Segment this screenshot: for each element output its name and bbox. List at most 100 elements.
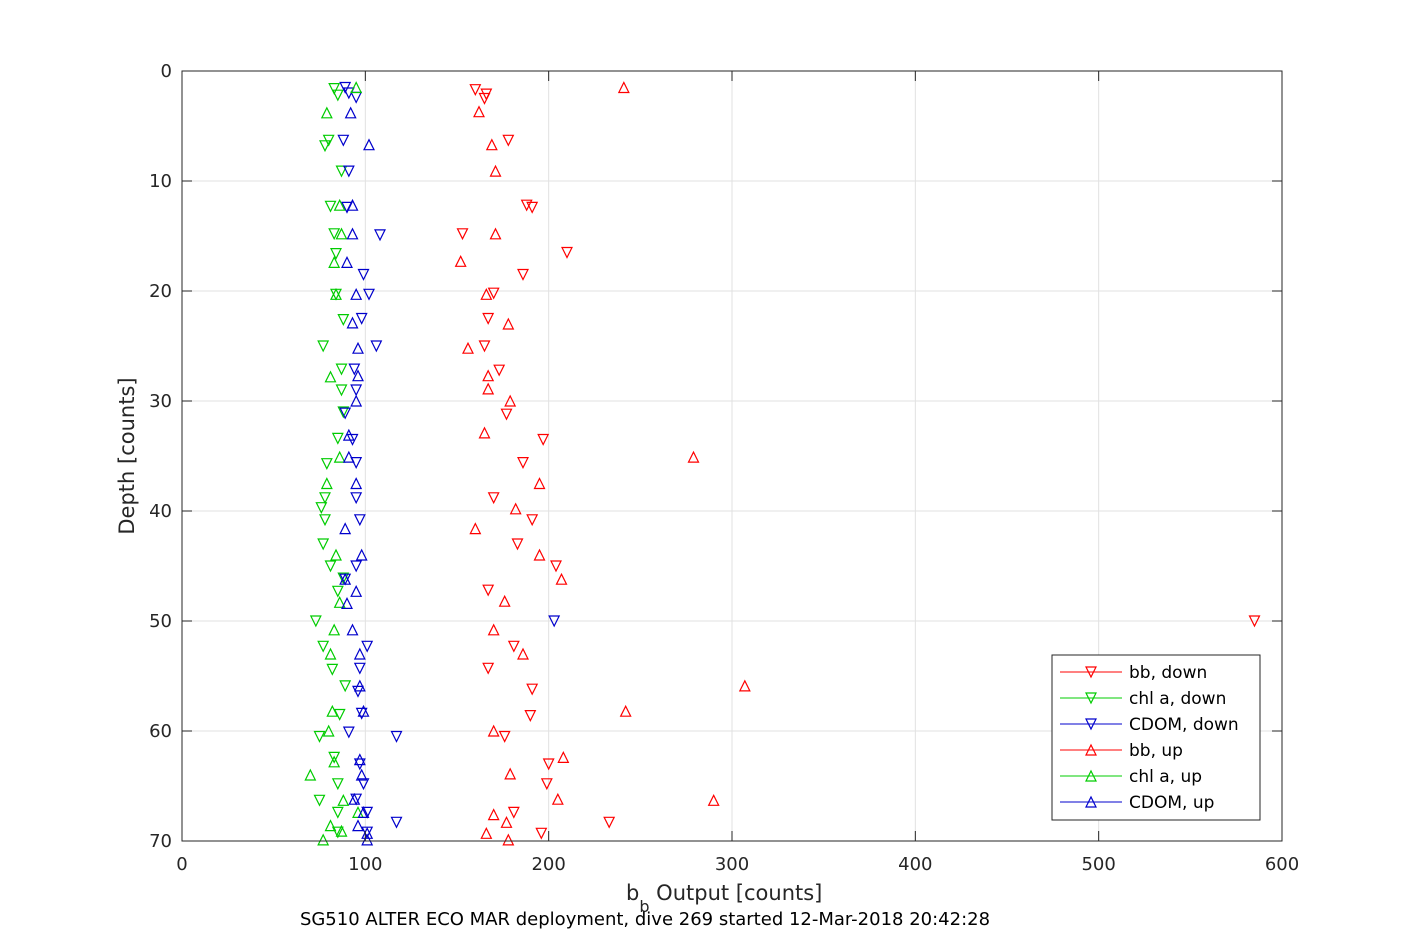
marker-bb-down <box>526 683 539 696</box>
x-tick-label: 400 <box>898 854 932 875</box>
marker-chl-a-up <box>320 106 333 119</box>
marker-bb-down <box>517 457 529 469</box>
marker-chl-a-down <box>320 458 333 471</box>
y-tick-label: 50 <box>149 611 172 632</box>
marker-chl-a-down <box>337 314 350 326</box>
marker-chl-a-up <box>304 768 317 781</box>
x-tick-label: 0 <box>176 854 187 875</box>
marker-chl-a-down <box>313 730 326 743</box>
marker-cdom-down <box>350 560 363 573</box>
marker-cdom-down <box>342 726 355 739</box>
legend-label: chl a, up <box>1129 767 1202 787</box>
legend-box <box>1051 654 1261 821</box>
marker-cdom-up <box>363 138 375 151</box>
marker-bb-down <box>482 662 495 675</box>
marker-bb-up <box>487 808 500 821</box>
marker-chl-a-down <box>328 228 341 241</box>
marker-cdom-up <box>352 369 364 382</box>
y-tick-label: 40 <box>149 501 172 522</box>
marker-cdom-up <box>346 198 359 211</box>
marker-cdom-down <box>353 514 366 527</box>
marker-bb-up <box>617 81 630 94</box>
marker-chl-a-up <box>328 623 341 636</box>
marker-cdom-up <box>342 428 355 441</box>
marker-cdom-up <box>339 522 352 535</box>
marker-cdom-down <box>357 268 370 281</box>
marker-bb-down <box>603 816 616 829</box>
marker-bb-down <box>478 92 491 105</box>
legend-marker <box>1085 743 1097 756</box>
marker-bb-up <box>469 522 482 535</box>
marker-cdom-up <box>361 833 374 846</box>
x-axis-label-subscript: b <box>639 897 649 916</box>
marker-bb-up <box>482 382 495 395</box>
marker-cdom-down <box>348 363 361 376</box>
y-tick-label: 70 <box>149 831 172 852</box>
marker-chl-a-down <box>331 89 344 102</box>
marker-bb-down <box>482 584 495 597</box>
marker-bb-down <box>511 538 524 551</box>
marker-bb-down <box>542 758 555 771</box>
marker-bb-up <box>517 647 529 660</box>
marker-cdom-up <box>350 477 363 490</box>
marker-chl-a-down <box>328 82 341 95</box>
marker-cdom-down <box>355 707 368 720</box>
marker-bb-down <box>1248 615 1261 628</box>
marker-cdom-down <box>350 492 363 505</box>
marker-bb-down <box>550 560 562 573</box>
marker-bb-up <box>498 594 511 607</box>
legend-marker <box>1085 795 1097 808</box>
marker-chl-a-down <box>317 640 330 653</box>
marker-bb-up <box>533 477 546 490</box>
marker-bb-down <box>502 134 515 147</box>
marker-cdom-up <box>352 341 364 354</box>
marker-bb-down <box>537 433 550 446</box>
marker-cdom-down <box>390 816 403 829</box>
legend-label: CDOM, up <box>1129 793 1214 813</box>
markers <box>304 81 1261 846</box>
marker-cdom-down <box>390 730 403 743</box>
marker-chl-a-up <box>317 833 330 846</box>
marker-chl-a-up <box>324 370 337 383</box>
marker-cdom-up <box>353 647 366 660</box>
marker-cdom-up <box>346 623 359 636</box>
marker-chl-a-up <box>328 755 341 768</box>
ticks: 0 100 200 300 400 500 600 0 10 20 30 40 50 60 70 <box>149 61 1299 875</box>
legend: bb, down chl a, down CDOM, down bb, up chl a… <box>1051 654 1261 821</box>
marker-bb-up <box>555 572 568 585</box>
x-tick-label: 600 <box>1265 854 1299 875</box>
marker-bb-up <box>500 815 513 828</box>
marker-cdom-down <box>337 134 350 147</box>
marker-chl-a-down <box>328 751 341 764</box>
marker-bb-down <box>540 778 553 791</box>
marker-chl-a-down <box>331 432 344 445</box>
legend-marker <box>1085 692 1097 705</box>
marker-chl-a-down <box>337 572 350 585</box>
marker-bb-up <box>480 826 493 839</box>
marker-cdom-up <box>357 704 370 717</box>
marker-chl-a-up <box>333 198 346 211</box>
legend-marker <box>1085 769 1097 782</box>
marker-chl-a-up <box>333 595 346 608</box>
marker-bb-up <box>738 679 751 692</box>
marker-bb-down <box>482 312 495 325</box>
marker-cdom-up <box>353 679 366 692</box>
marker-chl-a-up <box>320 477 333 490</box>
marker-bb-down <box>535 827 548 840</box>
marker-bb-up <box>502 833 515 846</box>
marker-chl-a-down <box>324 560 337 573</box>
marker-chl-a-down <box>313 794 326 807</box>
marker-cdom-down <box>355 312 368 325</box>
marker-cdom-down <box>350 384 363 397</box>
marker-cdom-up <box>355 768 368 781</box>
marker-chl-a-down <box>337 406 350 419</box>
marker-bb-down <box>500 408 513 421</box>
marker-cdom-up <box>348 792 361 805</box>
marker-chl-a-up <box>333 450 346 463</box>
marker-cdom-down <box>361 806 374 819</box>
marker-bb-down <box>456 228 469 241</box>
marker-bb-down <box>524 709 537 722</box>
marker-chl-a-down <box>309 615 322 628</box>
marker-cdom-up <box>353 753 366 766</box>
